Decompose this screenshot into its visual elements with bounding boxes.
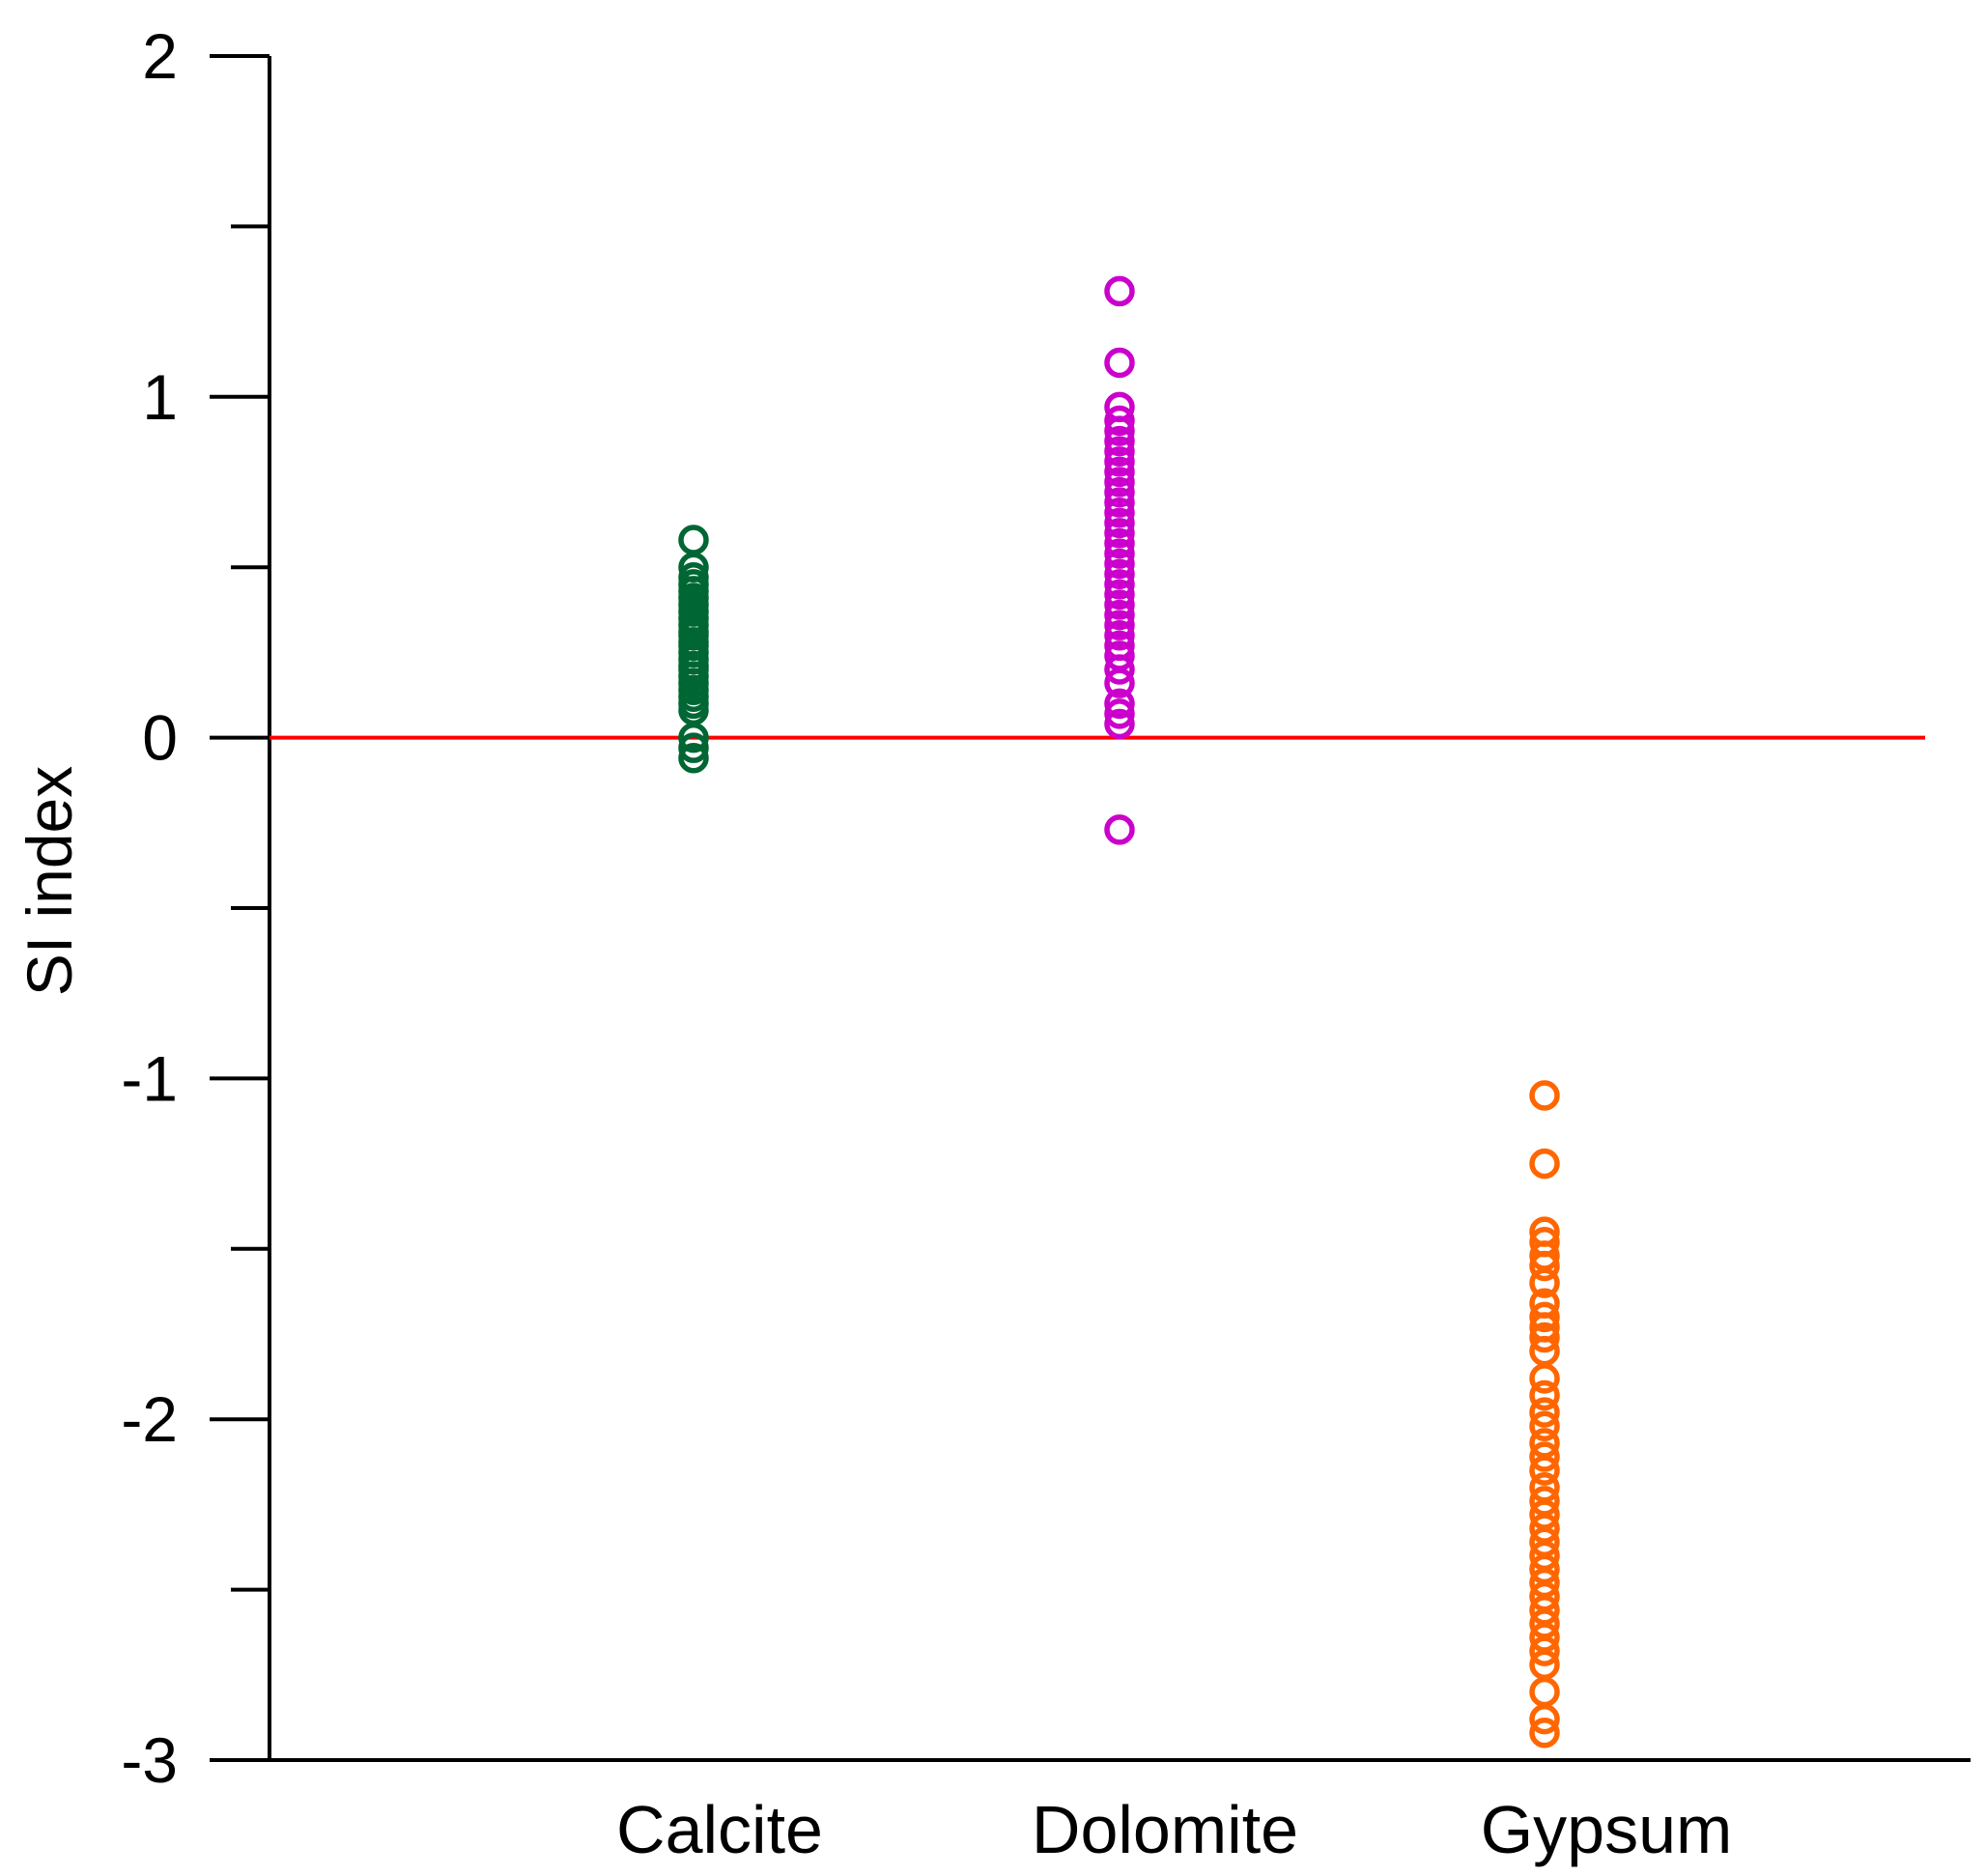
data-point-dolomite — [1104, 487, 1135, 518]
data-point-gypsum — [1529, 1441, 1560, 1472]
data-point-dolomite — [1104, 579, 1135, 611]
data-point-dolomite — [1104, 456, 1135, 488]
data-point-dolomite — [1104, 589, 1135, 620]
data-point-dolomite — [1104, 558, 1135, 590]
data-point-dolomite — [1104, 708, 1135, 740]
data-point-dolomite — [1104, 497, 1135, 528]
data-point-dolomite — [1104, 548, 1135, 580]
data-point-dolomite — [1104, 405, 1135, 437]
data-point-dolomite — [1104, 569, 1135, 600]
data-point-gypsum — [1529, 1322, 1560, 1353]
x-category-label: Calcite — [616, 1792, 823, 1867]
data-point-gypsum — [1529, 1301, 1560, 1333]
data-point-dolomite — [1104, 814, 1135, 845]
data-point-gypsum — [1529, 1397, 1560, 1428]
data-point-gypsum — [1529, 1676, 1560, 1708]
data-point-dolomite — [1104, 527, 1135, 559]
data-point-calcite — [678, 722, 709, 753]
data-point-gypsum — [1529, 1080, 1560, 1111]
data-point-gypsum — [1529, 1455, 1560, 1486]
data-point-gypsum — [1529, 1148, 1560, 1180]
data-point-dolomite — [1104, 698, 1135, 729]
series-calcite — [678, 525, 709, 774]
x-category-label: Dolomite — [1032, 1792, 1298, 1867]
data-point-dolomite — [1104, 538, 1135, 569]
data-point-gypsum — [1529, 1267, 1560, 1298]
y-tick-label: -1 — [121, 1042, 178, 1114]
y-tick-label: 2 — [142, 20, 178, 92]
series-dolomite — [1104, 275, 1135, 845]
data-points — [678, 275, 1560, 1748]
data-point-dolomite — [1104, 275, 1135, 307]
y-tick-label: -2 — [121, 1383, 178, 1455]
data-point-dolomite — [1104, 610, 1135, 640]
data-point-dolomite — [1104, 688, 1135, 720]
data-point-dolomite — [1104, 620, 1135, 651]
data-point-dolomite — [1104, 415, 1135, 446]
data-point-dolomite — [1104, 476, 1135, 508]
data-point-dolomite — [1104, 518, 1135, 549]
data-point-dolomite — [1104, 347, 1135, 379]
y-axis-title: SI index — [14, 766, 85, 996]
data-point-dolomite — [1104, 507, 1135, 539]
data-point-dolomite — [1104, 425, 1135, 457]
data-point-dolomite — [1104, 436, 1135, 467]
y-minor-ticks — [231, 224, 270, 1592]
data-point-dolomite — [1104, 599, 1135, 631]
y-tick-label: -3 — [121, 1724, 178, 1796]
x-category-labels: Calcite Dolomite Gypsum — [616, 1792, 1732, 1867]
data-point-gypsum — [1529, 1363, 1560, 1394]
data-point-dolomite — [1104, 446, 1135, 477]
data-point-gypsum — [1529, 1410, 1560, 1442]
y-tick-labels: 2 1 0 -1 -2 -3 — [121, 20, 178, 1796]
data-point-calcite — [678, 732, 709, 763]
data-point-gypsum — [1529, 1703, 1560, 1735]
data-point-dolomite — [1104, 654, 1135, 685]
data-point-calcite — [678, 743, 709, 774]
series-gypsum — [1529, 1080, 1560, 1748]
data-point-gypsum — [1529, 1635, 1560, 1666]
y-tick-label: 0 — [142, 702, 178, 774]
data-point-gypsum — [1529, 1379, 1560, 1411]
x-category-label: Gypsum — [1481, 1792, 1733, 1867]
data-point-dolomite — [1104, 467, 1135, 497]
data-point-calcite — [678, 525, 709, 555]
data-point-dolomite — [1104, 668, 1135, 698]
y-tick-label: 1 — [142, 361, 178, 433]
data-point-gypsum — [1529, 1718, 1560, 1748]
data-point-gypsum — [1529, 1250, 1560, 1282]
